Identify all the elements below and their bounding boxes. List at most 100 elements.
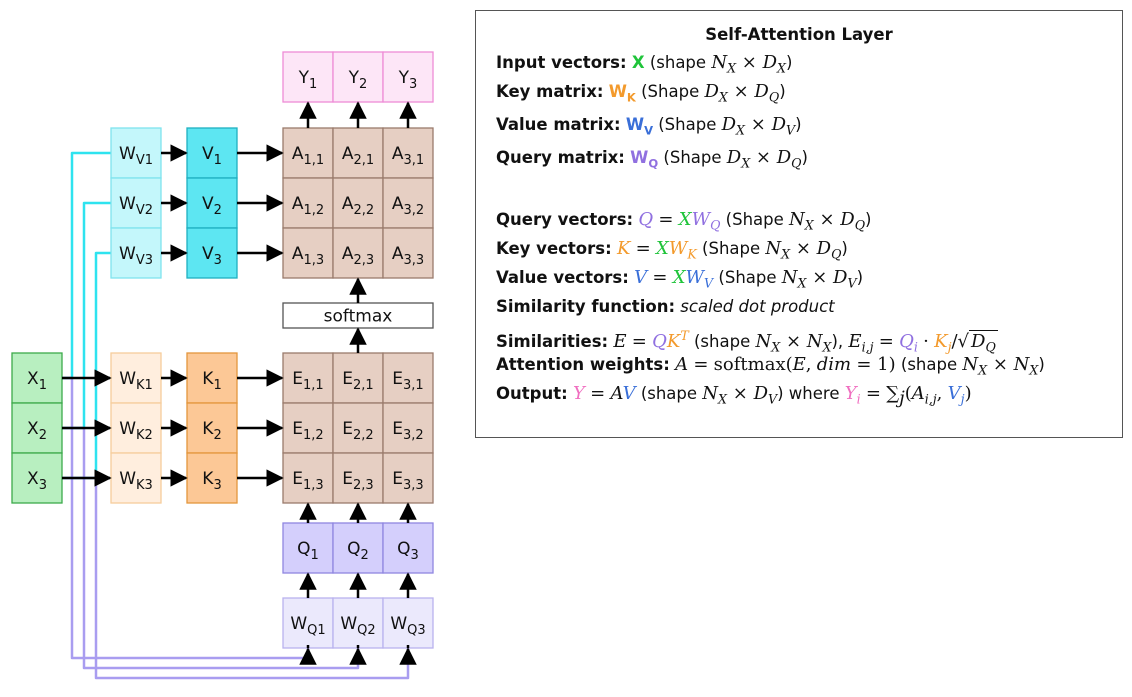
wv3: WV3 xyxy=(110,227,162,279)
softmax-box: softmax xyxy=(282,302,434,329)
value-vectors-line: Value vectors: V = XWV (Shape NX × DV) xyxy=(496,267,864,291)
diagram-arrows xyxy=(62,101,417,665)
svg-text:E2,2: E2,2 xyxy=(342,419,373,443)
svg-text:WK2: WK2 xyxy=(119,419,153,443)
input-x2: X2 xyxy=(11,402,63,454)
wk1: WK1 xyxy=(110,352,162,404)
svg-text:E1,3: E1,3 xyxy=(292,469,323,493)
svg-text:A3,2: A3,2 xyxy=(392,194,424,218)
svg-text:A2,1: A2,1 xyxy=(342,144,374,168)
key-matrix-line: Key matrix: WK (Shape DX × DQ) xyxy=(496,81,786,105)
attention-a-3-1: A3,1 xyxy=(382,127,434,179)
attention-a-2-3: A2,3 xyxy=(332,227,384,279)
attention-a-3-3: A3,3 xyxy=(382,227,434,279)
attention-a-2-2: A2,2 xyxy=(332,177,384,229)
svg-text:V2: V2 xyxy=(202,194,222,218)
similarity-e-1-1: E1,1 xyxy=(282,352,334,404)
svg-text:E3,1: E3,1 xyxy=(392,369,423,393)
svg-text:E3,3: E3,3 xyxy=(392,469,423,493)
svg-text:E2,1: E2,1 xyxy=(342,369,373,393)
svg-text:WV3: WV3 xyxy=(119,244,153,268)
wk3: WK3 xyxy=(110,452,162,504)
svg-text:E3,2: E3,2 xyxy=(392,419,423,443)
value-v3: V3 xyxy=(186,227,238,279)
svg-text:E2,3: E2,3 xyxy=(342,469,373,493)
query-q1: Q1 xyxy=(282,522,334,574)
similarity-e-3-3: E3,3 xyxy=(382,452,434,504)
value-v2: V2 xyxy=(186,177,238,229)
attention-a-1-1: A1,1 xyxy=(282,127,334,179)
attention-a-2-1: A2,1 xyxy=(332,127,384,179)
svg-text:WV2: WV2 xyxy=(119,194,153,218)
svg-text:A1,3: A1,3 xyxy=(292,244,324,268)
value-connector-2 xyxy=(62,201,111,430)
diagram-boxes: X1 WV1 V1 WK1 K1 Y1 Q1 WQ1 A1,1 E1,1 A2,1 E2,1 A3,1 E… xyxy=(11,51,434,649)
wq2: WQ2 xyxy=(332,597,384,649)
attention-a-3-2: A3,2 xyxy=(382,177,434,229)
value-matrix-line: Value matrix: WV (Shape DX × DV) xyxy=(496,114,802,138)
attention-a-1-2: A1,2 xyxy=(282,177,334,229)
svg-text:WK3: WK3 xyxy=(119,469,153,493)
value-connector-3 xyxy=(62,251,111,480)
svg-text:K3: K3 xyxy=(202,469,221,493)
description-panel: Self-Attention Layer Input vectors: X (s… xyxy=(475,10,1123,438)
similarity-e-2-3: E2,3 xyxy=(332,452,384,504)
svg-text:Q2: Q2 xyxy=(347,539,369,563)
svg-text:WQ1: WQ1 xyxy=(290,614,325,638)
svg-text:WK1: WK1 xyxy=(119,369,153,393)
input-x1: X1 xyxy=(11,352,63,404)
wk2: WK2 xyxy=(110,402,162,454)
wq1: WQ1 xyxy=(282,597,334,649)
output-y2: Y2 xyxy=(332,51,384,103)
svg-text:E1,2: E1,2 xyxy=(292,419,323,443)
svg-text:V1: V1 xyxy=(202,144,222,168)
svg-text:Q3: Q3 xyxy=(397,539,419,563)
svg-text:A2,2: A2,2 xyxy=(342,194,374,218)
similarity-e-3-2: E3,2 xyxy=(382,402,434,454)
svg-text:V3: V3 xyxy=(202,244,222,268)
svg-text:Y1: Y1 xyxy=(298,68,318,92)
value-connector-1 xyxy=(62,151,111,380)
key-k1: K1 xyxy=(186,352,238,404)
query-vectors-line: Query vectors: Q = XWQ (Shape NX × DQ) xyxy=(496,209,872,233)
output-line: Output: Y = AV (shape NX × DV) where Yi … xyxy=(496,383,972,409)
svg-text:K1: K1 xyxy=(202,369,221,393)
svg-text:A3,3: A3,3 xyxy=(392,244,424,268)
key-k3: K3 xyxy=(186,452,238,504)
query-matrix-line: Query matrix: WQ (Shape DX × DQ) xyxy=(496,147,808,171)
query-q2: Q2 xyxy=(332,522,384,574)
svg-text:X3: X3 xyxy=(27,469,47,493)
svg-text:softmax: softmax xyxy=(324,307,393,327)
svg-text:Y3: Y3 xyxy=(398,68,418,92)
attention-weights-line: Attention weights: A = softmax(E, dim = … xyxy=(496,354,1045,378)
output-y3: Y3 xyxy=(382,51,434,103)
similarity-e-3-1: E3,1 xyxy=(382,352,434,404)
similarity-e-2-2: E2,2 xyxy=(332,402,384,454)
wv1: WV1 xyxy=(110,127,162,179)
svg-text:A3,1: A3,1 xyxy=(392,144,424,168)
query-q3: Q3 xyxy=(382,522,434,574)
svg-text:X1: X1 xyxy=(27,369,47,393)
output-y1: Y1 xyxy=(282,51,334,103)
wq3: WQ3 xyxy=(382,597,434,649)
similarity-e-1-3: E1,3 xyxy=(282,452,334,504)
similarities-line: Similarities: E = QKT (shape NX × NX), E… xyxy=(496,328,998,355)
key-vectors-line: Key vectors: K = XWK (Shape NX × DQ) xyxy=(496,238,848,262)
similarity-function-line: Similarity function: scaled dot product xyxy=(496,297,835,316)
svg-text:A1,1: A1,1 xyxy=(292,144,324,168)
input-vectors-line: Input vectors: X (shape NX × DX) xyxy=(496,52,793,76)
query-connector-1 xyxy=(62,376,310,660)
svg-text:E1,1: E1,1 xyxy=(292,369,323,393)
similarity-e-1-2: E1,2 xyxy=(282,402,334,454)
panel-title: Self-Attention Layer xyxy=(705,25,893,44)
similarity-e-2-1: E2,1 xyxy=(332,352,384,404)
svg-text:Y2: Y2 xyxy=(348,68,368,92)
key-k2: K2 xyxy=(186,402,238,454)
svg-text:A2,3: A2,3 xyxy=(342,244,374,268)
svg-text:A1,2: A1,2 xyxy=(292,194,324,218)
attention-a-1-3: A1,3 xyxy=(282,227,334,279)
svg-text:WQ2: WQ2 xyxy=(340,614,375,638)
attention-diagram: X1 WV1 V1 WK1 K1 Y1 Q1 WQ1 A1,1 E1,1 A2,1 E2,1 A3,1 E… xyxy=(11,51,434,680)
svg-text:WQ3: WQ3 xyxy=(390,614,425,638)
value-v1: V1 xyxy=(186,127,238,179)
